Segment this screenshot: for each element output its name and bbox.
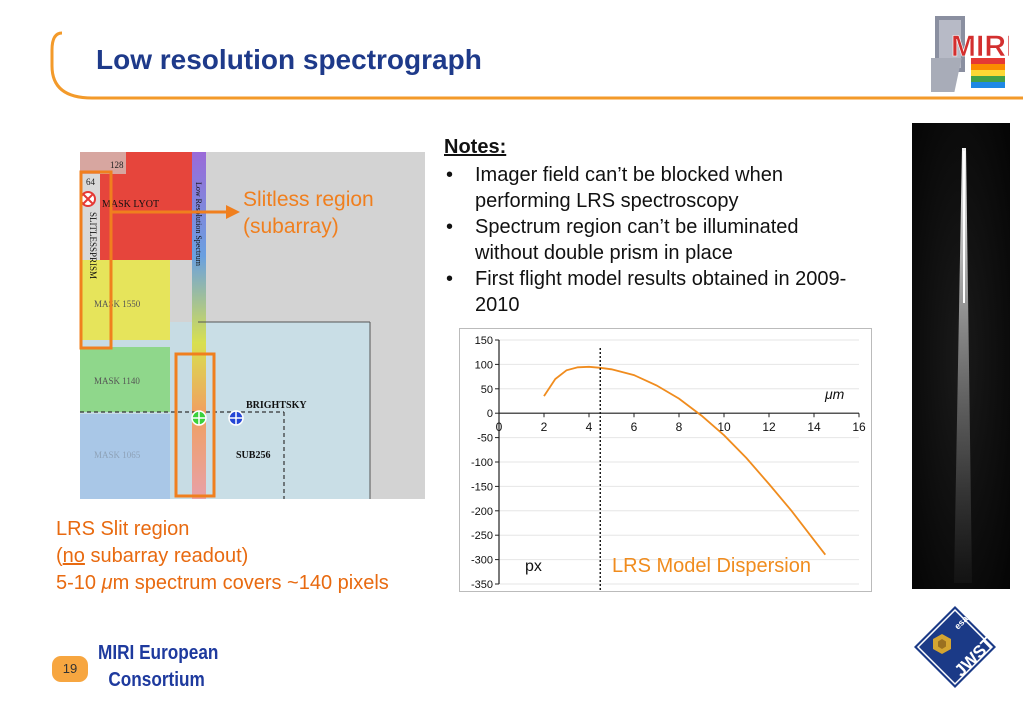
fp-label-sub256: SUB256: [236, 450, 270, 461]
slit-label-mu: μ: [101, 572, 113, 594]
slit-label-line1: LRS Slit region: [56, 518, 190, 540]
y-tick-label: 50: [481, 384, 493, 396]
note-item: • Spectrum region can’t be illuminated wi…: [444, 214, 854, 266]
mask-550-region: [80, 260, 170, 340]
y-tick-label: 0: [487, 408, 493, 420]
x-tick-label: 2: [541, 420, 548, 434]
slit-label-rest: m spectrum covers ~140 pixels: [112, 572, 389, 594]
focal-plane-diagram: 128 64 MASK LYOT SLITLESSPRISM MASK 1550…: [80, 152, 425, 499]
y-tick-label: -50: [477, 433, 493, 445]
x-tick-label: 12: [762, 420, 776, 434]
note-item: • First flight model results obtained in …: [444, 266, 854, 318]
mask-140-region: [80, 347, 170, 412]
notes-section: Notes: • Imager field can’t be blocked wh…: [444, 134, 854, 318]
notes-title: Notes:: [444, 136, 507, 158]
y-tick-label: -150: [471, 481, 493, 493]
miri-logo-text: MIRI: [951, 30, 1009, 63]
slit-region-label: LRS Slit region (no subarray readout) 5-…: [56, 516, 389, 597]
x-tick-label: 6: [631, 420, 638, 434]
mask-065-region: [80, 414, 170, 499]
fp-label-lrs-spectrum: Low Resolution Spectrum: [194, 182, 203, 267]
y-tick-label: 100: [475, 359, 493, 371]
header-swoosh: [50, 31, 1023, 100]
page-title: Low resolution spectrograph: [96, 44, 482, 75]
page-number-badge: 19: [52, 656, 88, 682]
x-tick-label: 0: [496, 420, 503, 434]
slitless-region-box: [79, 170, 113, 350]
y-tick-label: -300: [471, 555, 493, 567]
fp-label-mask-140: MASK 1140: [94, 376, 140, 386]
bullet-icon: •: [446, 216, 454, 238]
dispersion-series-line: [543, 365, 827, 556]
fp-label-mask-550: MASK 1550: [94, 299, 141, 309]
x-tick-label: 16: [852, 420, 866, 434]
y-tick-label: -350: [471, 579, 493, 591]
slitless-label-line2: (subarray): [243, 215, 339, 238]
miri-logo: MIRI: [931, 16, 1009, 92]
y-tick-label: -250: [471, 530, 493, 542]
fp-label-64: 64: [86, 177, 96, 187]
bullet-icon: •: [446, 164, 454, 186]
fp-label-mask-065: MASK 1065: [94, 450, 141, 460]
chart-annotation: LRS Model Dispersion: [612, 555, 811, 577]
chart-xlabel: μm: [824, 386, 845, 402]
x-tick-label: 14: [807, 420, 821, 434]
fp-label-128: 128: [110, 160, 124, 170]
slit-label-no: no: [62, 545, 85, 567]
slit-region-box: [174, 352, 216, 498]
fp-label-brightsky: BRIGHTSKY: [246, 400, 307, 411]
spectrum-image: [912, 123, 1010, 589]
y-tick-label: 150: [475, 335, 493, 347]
x-tick-label: 4: [586, 420, 593, 434]
mirror-icon: [933, 634, 951, 654]
footer-consortium: MIRI European Consortium: [98, 640, 218, 694]
chart-ylabel: px: [525, 558, 542, 575]
y-tick-label: -200: [471, 506, 493, 518]
note-text: First flight model results obtained in 2…: [475, 268, 847, 316]
notes-list: • Imager field can’t be blocked when perf…: [444, 162, 854, 318]
slit-label-line2: (no subarray readout): [56, 543, 389, 570]
slitless-label-line1: Slitless region: [243, 188, 374, 211]
slitless-region-label: Slitless region (subarray): [243, 186, 374, 240]
fp-label-mask-lyot: MASK LYOT: [102, 199, 159, 210]
jwst-esa-logo: esa JWST: [914, 606, 998, 688]
x-tick-label: 8: [676, 420, 683, 434]
slit-label-suffix: subarray readout): [84, 545, 249, 567]
note-text: Spectrum region can’t be illuminated wit…: [475, 216, 799, 264]
note-item: • Imager field can’t be blocked when perf…: [444, 162, 854, 214]
focal-plane-svg: 128 64 MASK LYOT SLITLESSPRISM MASK 1550…: [80, 152, 425, 499]
footer-line1: MIRI European: [98, 642, 219, 664]
note-text: Imager field can’t be blocked when perfo…: [475, 164, 783, 212]
slit-label-line3: 5-10 μm spectrum covers ~140 pixels: [56, 570, 389, 597]
fp-label-slitless-prism: SLITLESSPRISM: [88, 212, 98, 279]
bullet-icon: •: [446, 268, 454, 290]
slit-label-range: 5-10: [56, 572, 102, 594]
x-tick-label: 10: [717, 420, 731, 434]
footer-line2: Consortium: [108, 669, 205, 691]
slit-label-paren: (: [56, 545, 63, 567]
y-tick-label: -100: [471, 457, 493, 469]
